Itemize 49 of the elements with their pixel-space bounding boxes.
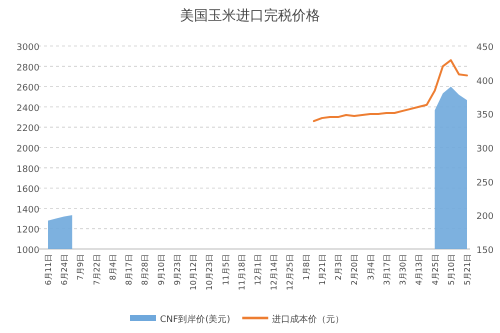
x-tick-label: 10月12日 [189,254,198,290]
y-tick-label: 2200 [16,124,40,134]
x-tick-label: 6月24日 [60,254,70,286]
x-tick-label: 1月21日 [318,254,327,286]
y-tick-label: 2800 [16,63,40,74]
x-tick-label: 12月25日 [286,254,295,290]
y-tick-label: 1200 [16,226,40,236]
x-tick-label: 4月25日 [430,254,440,286]
x-tick-label: 3月4日 [366,254,376,280]
x-tick-label: 2月20日 [350,254,360,286]
x-tick-label: 4月13日 [414,254,424,286]
legend-label: 进口成本价（元） [272,314,344,325]
x-tick-label: 3月30日 [398,254,408,286]
y-tick-label: 2000 [16,144,40,154]
x-tick-label: 10月23日 [205,254,214,290]
y-tick-label: 1000 [16,246,40,256]
x-tick-label: 12月1日 [254,254,262,286]
x-tick-label: 9月10日 [156,254,166,286]
y2-tick-label: 400 [476,76,494,87]
x-tick-label: 9月23日 [172,254,182,286]
y2-tick-label: 300 [476,144,494,154]
x-tick-label: 7月9日 [76,254,86,280]
line-series [312,59,468,122]
y-tick-label: 1800 [16,164,40,175]
x-tick-label: 6月11日 [44,254,53,286]
x-tick-label: 11月5日 [221,254,230,286]
x-tick-label: 12月14日 [270,254,279,290]
x-tick-label: 1月8日 [302,254,311,280]
y2-tick-label: 150 [476,246,494,256]
x-tick-label: 2月3日 [334,254,344,280]
y2-tick-label: 200 [476,212,494,222]
x-tick-label: 5月10日 [446,254,456,286]
y2-tick-label: 350 [476,110,494,121]
y-tick-label: 2600 [16,84,40,94]
y2-tick-label: 250 [476,178,494,188]
x-tick-label: 8月28日 [140,254,150,286]
x-tick-label: 11月18日 [237,254,246,290]
x-tick-label: 7月22日 [92,254,102,286]
y-tick-label: 2400 [16,104,40,114]
y2-tick-label: 450 [476,43,494,53]
y-tick-label: 3000 [16,43,40,53]
x-tick-label: 8月17日 [124,254,134,286]
x-tick-label: 3月17日 [382,254,392,286]
y-tick-label: 1400 [16,205,40,216]
y-tick-label: 1600 [16,185,40,196]
chart-title: 美国玉米进口完税价格 [180,8,320,24]
legend-label: CNF到岸价(美元) [160,314,230,325]
x-tick-label: 8月4日 [108,254,118,280]
x-tick-label: 5月21日 [463,254,472,286]
